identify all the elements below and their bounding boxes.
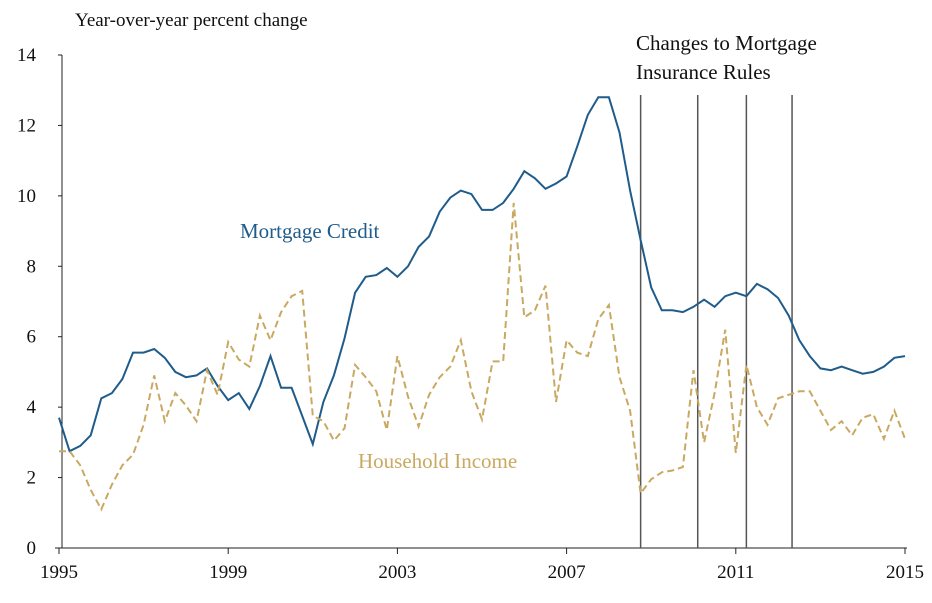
y-tick-label: 8 [27, 256, 37, 277]
series-label: Mortgage Credit [240, 219, 380, 243]
y-tick-label: 4 [27, 397, 37, 418]
x-tick-label: 2003 [378, 562, 416, 583]
annotation: Changes to Mortgage [636, 31, 817, 55]
y-tick-label: 10 [17, 186, 36, 207]
x-tick-label: 1999 [209, 562, 247, 583]
y-tick-label: 2 [27, 468, 37, 489]
y-axis-label: Year-over-year percent change [75, 10, 308, 31]
y-tick-label: 12 [17, 115, 36, 136]
y-tick-label: 6 [27, 327, 37, 348]
y-tick-label: 14 [17, 45, 37, 66]
x-tick-label: 2015 [886, 562, 924, 583]
x-tick-label: 1995 [40, 562, 78, 583]
series-line [59, 202, 906, 512]
annotation: Insurance Rules [636, 60, 771, 84]
x-tick-label: 2011 [717, 562, 754, 583]
y-tick-label: 0 [27, 538, 37, 559]
series-label: Household Income [358, 449, 517, 473]
x-tick-label: 2007 [548, 562, 586, 583]
series-line [58, 96, 906, 453]
